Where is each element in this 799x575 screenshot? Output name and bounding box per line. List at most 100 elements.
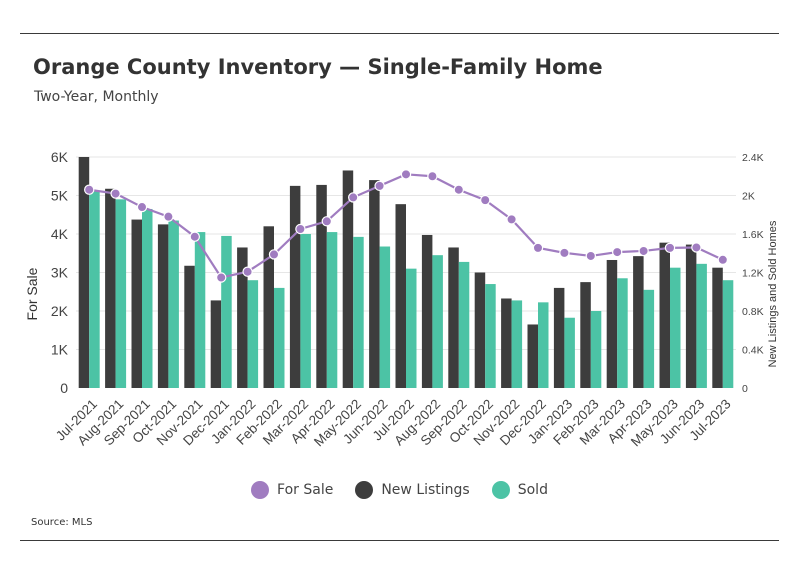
bar-new-listings [316,184,327,388]
left-tick-label: 2K [51,303,69,319]
top-rule [20,33,779,34]
for-sale-point [215,272,227,283]
bar-sold [115,199,127,388]
for-sale-point [664,242,676,254]
for-sale-point [163,211,174,222]
bar-new-listings [289,185,301,388]
right-tick-label: 1.6K [742,229,764,241]
bar-sold [458,261,470,388]
bar-sold [142,208,153,388]
chart-title: Orange County Inventory — Single-Family … [33,55,603,79]
bar-sold [300,234,311,388]
bar-sold [485,284,496,388]
bar-sold [89,190,100,388]
for-sale-point [400,169,412,180]
source-note: Source: MLS [31,517,93,528]
for-sale-point [242,266,253,277]
bar-sold [538,302,549,388]
legend-swatch-for-sale [251,481,270,499]
chart-canvas: 0 1K 2K 3K 4K 5K 6K 0 0.4K 0.8K 1.2K 1.6K 2K 2.4K Ju… [24,149,779,449]
y-axis-label-left: For Sale [24,267,40,320]
bar-sold [274,287,285,388]
bar-sold [617,278,628,388]
for-sale-point [83,184,95,195]
bar-new-listings [369,180,380,388]
bar-new-listings [580,282,591,388]
bar-sold [670,267,681,388]
for-sale-point [532,242,544,254]
bar-sold [432,255,443,388]
for-sale-point [691,242,702,253]
bar-sold [168,220,179,388]
bar-new-listings [685,244,697,388]
bar-new-listings [421,234,433,388]
left-tick-label: 1K [51,342,69,358]
bar-new-listings [553,287,565,388]
for-sale-line [83,169,729,283]
bar-new-listings [263,226,274,388]
for-sale-point [585,250,597,262]
for-sale-point [638,245,649,257]
bar-sold [564,317,575,388]
right-tick-label: 1.2K [742,268,764,280]
bar-sold [379,246,391,388]
bar-new-listings [712,267,723,388]
left-tick-label: 3K [51,265,69,281]
y-axis-label-right: New Listings and Sold Homes [767,220,779,367]
legend-item-sold: Sold [491,481,548,499]
bar-sold [590,311,602,388]
bar-sold [406,268,417,388]
for-sale-point [717,254,729,265]
bar-sold [221,235,232,388]
right-tick-label: 2K [742,191,755,203]
bar-new-listings [659,242,670,388]
bar-sold [722,280,734,388]
chart-subtitle: Two-Year, Monthly [34,89,159,105]
for-sale-point [453,184,464,195]
legend-label-for-sale: For Sale [277,482,334,498]
bar-new-listings [237,247,248,388]
x-axis-ticks: Jul-2021Aug-2021Sep-2021Oct-2021Nov-2021… [53,396,734,449]
bar-new-listings [157,224,169,388]
bar-new-listings [210,300,222,388]
right-tick-label: 0 [742,383,748,395]
bar-sold [194,232,206,388]
left-tick-label: 6K [51,149,69,165]
for-sale-point [559,247,570,259]
legend-item-new-listings: New Listings [355,481,470,499]
bar-new-listings [606,259,618,388]
for-sale-point [189,231,200,242]
bar-new-listings [474,272,486,388]
bar-sold [326,232,338,388]
left-tick-label: 0 [60,380,68,396]
right-tick-label: 2.4K [742,152,764,164]
bar-new-listings [501,298,512,388]
left-tick-label: 5K [51,188,69,204]
bottom-rule [20,540,779,541]
legend-label-new-listings: New Listings [381,482,470,498]
bar-new-listings [184,265,195,388]
left-axis-ticks: 0 1K 2K 3K 4K 5K 6K [51,149,69,396]
bars [78,157,734,388]
bar-new-listings [395,204,406,388]
legend-label-sold: Sold [517,482,548,498]
bar-new-listings [105,188,116,388]
legend-item-for-sale: For Sale [251,481,333,499]
for-sale-point [295,223,306,235]
left-tick-label: 4K [51,226,69,242]
bar-sold [511,300,523,388]
bar-sold [696,263,707,388]
for-sale-point [321,216,332,227]
legend: For Sale New Listings Sold [0,481,799,499]
for-sale-point [348,192,359,203]
right-axis-ticks: 0 0.4K 0.8K 1.2K 1.6K 2K 2.4K [742,152,764,395]
for-sale-point [374,180,385,192]
for-sale-point [506,214,517,225]
for-sale-point [268,249,280,260]
right-tick-label: 0.4K [742,345,764,357]
for-sale-point [612,246,623,258]
bar-new-listings [633,256,644,388]
right-tick-label: 0.8K [742,306,764,318]
legend-swatch-sold [491,481,510,499]
bar-new-listings [448,247,459,388]
